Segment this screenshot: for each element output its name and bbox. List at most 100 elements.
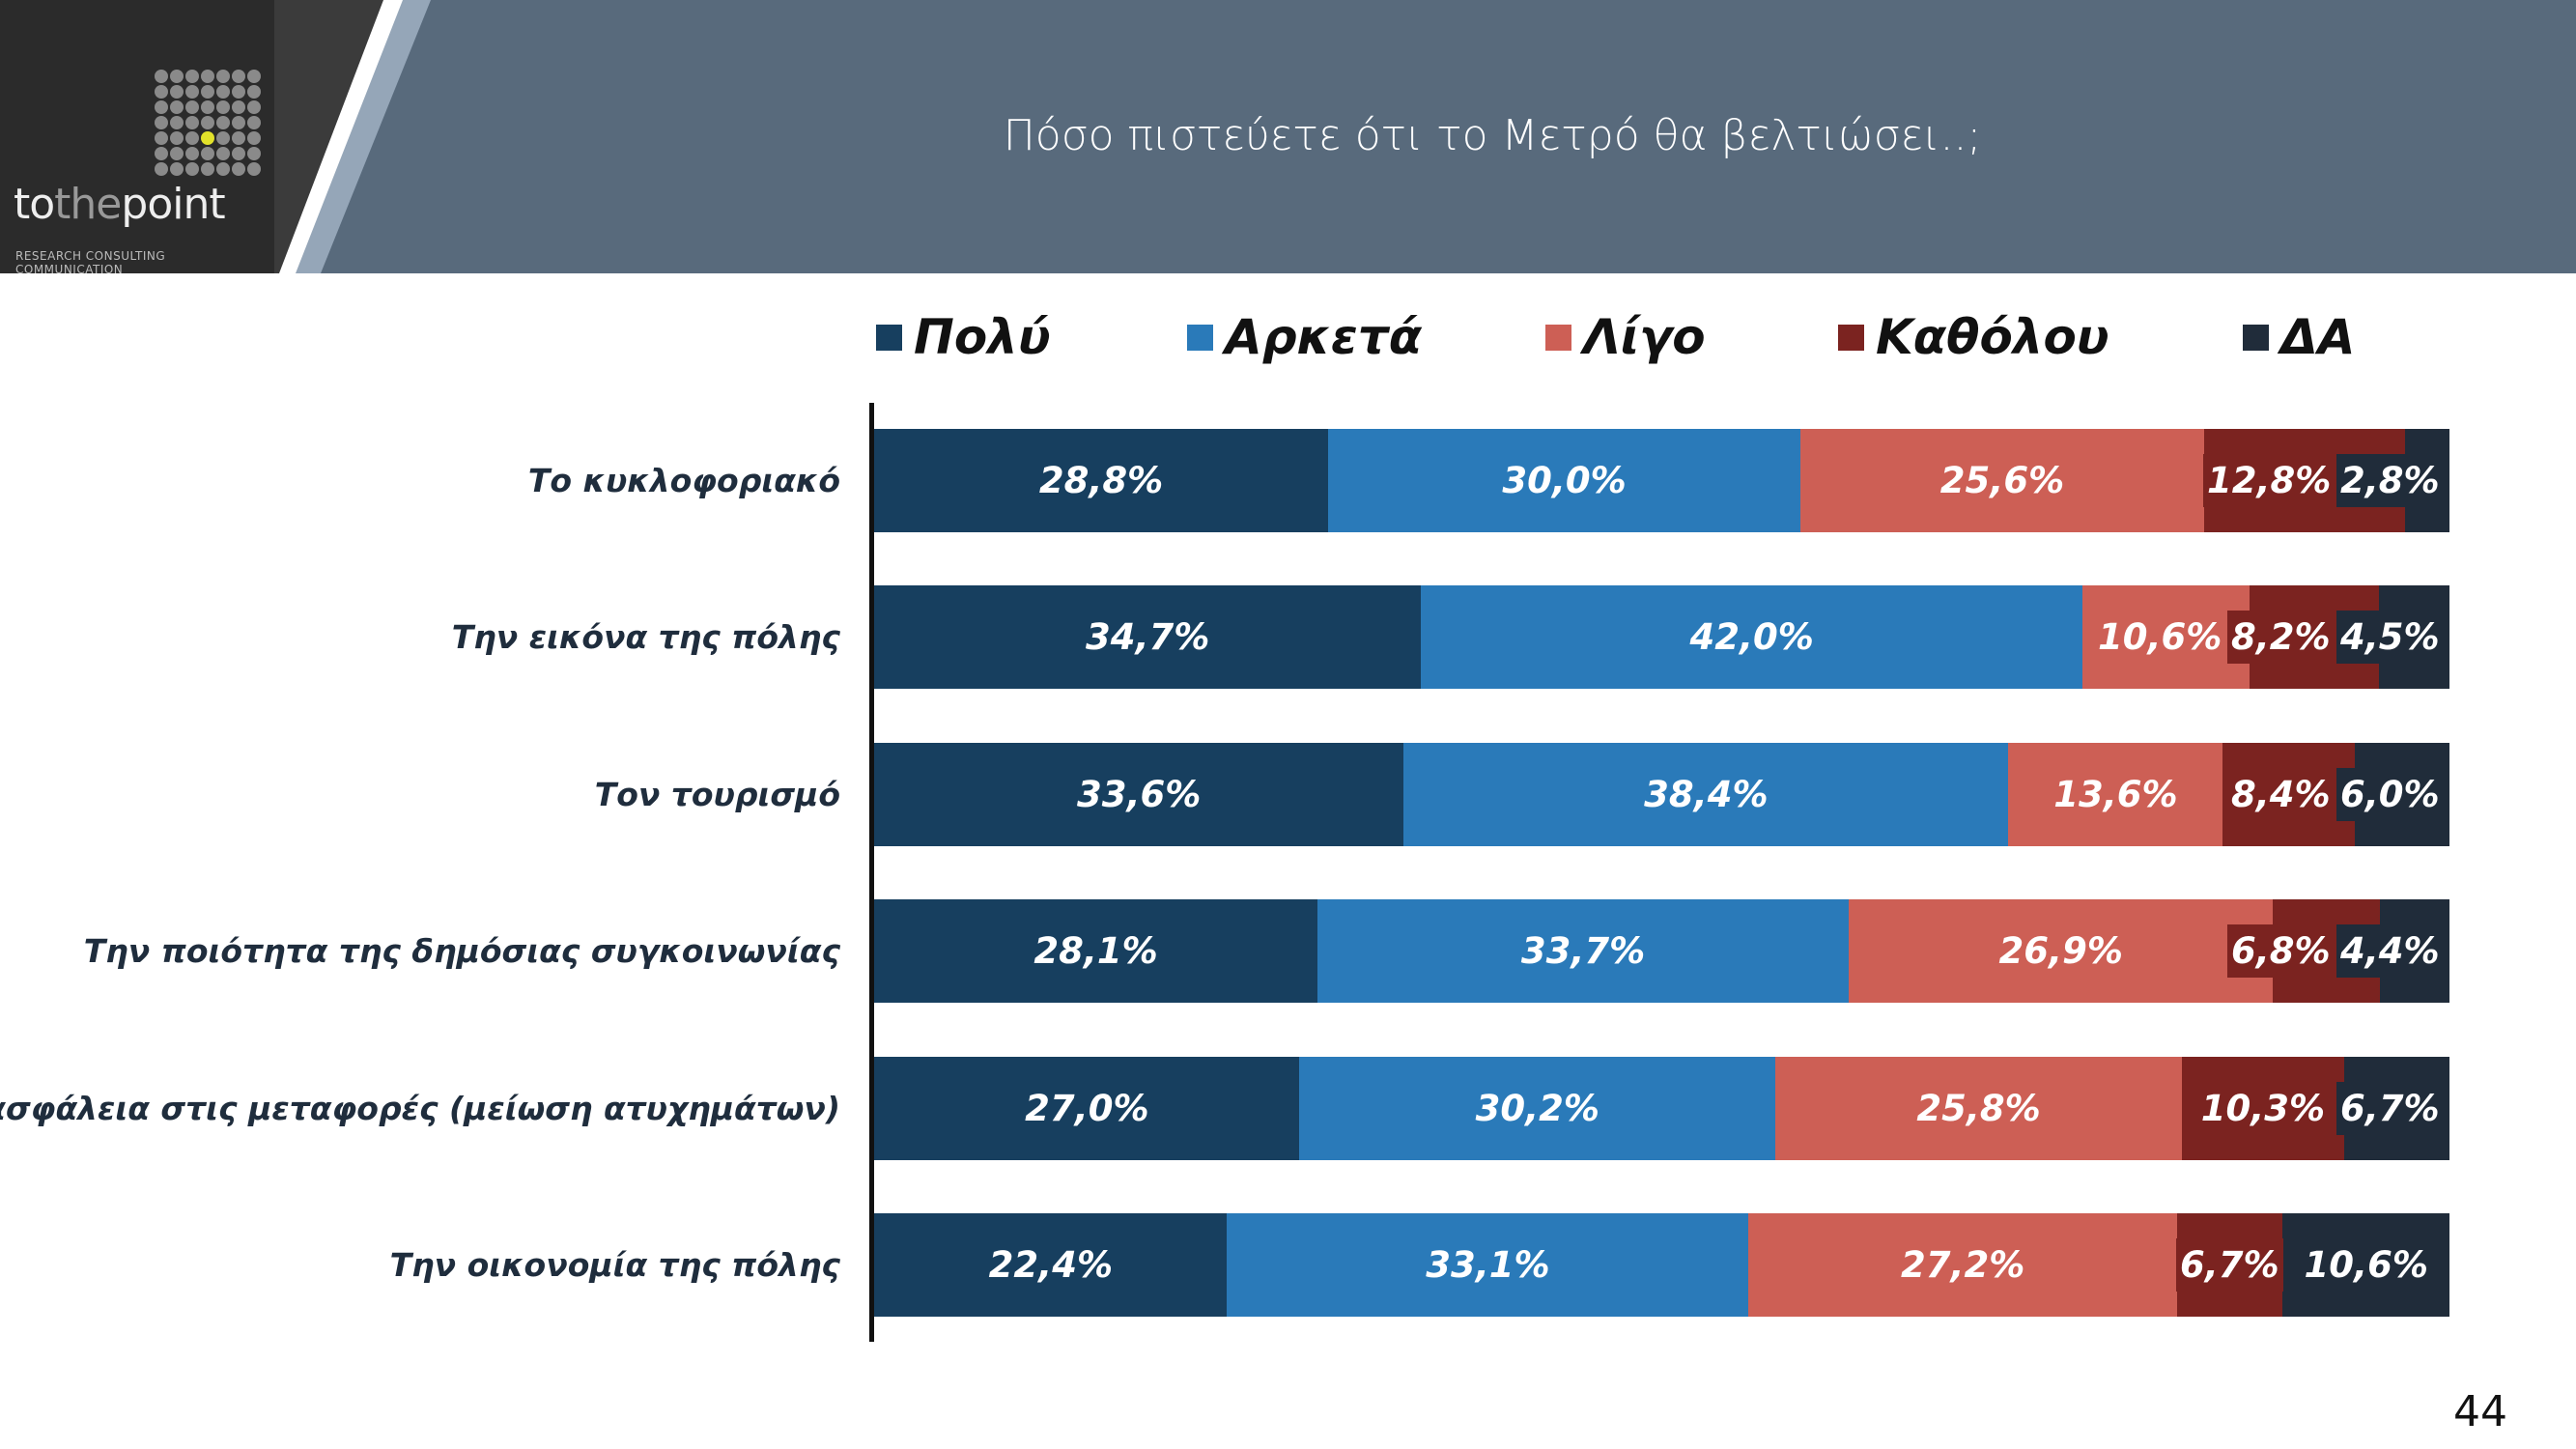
logo-dot: [170, 100, 184, 114]
logo-dot: [155, 147, 168, 160]
data-label: 28,1%: [1030, 924, 1162, 979]
data-label: 28,8%: [1034, 454, 1168, 507]
logo-highlight-dot: [201, 131, 214, 145]
data-label: 27,0%: [1021, 1081, 1153, 1135]
data-label: 6,8%: [2227, 924, 2335, 979]
logo-dot: [201, 70, 214, 83]
page-number: 44: [2453, 1387, 2507, 1436]
logo-dot: [247, 131, 261, 145]
logo-dot: [185, 147, 199, 160]
data-label: 42,0%: [1685, 611, 1818, 665]
logo-dot: [247, 116, 261, 129]
data-label: 25,8%: [1912, 1081, 2045, 1135]
slide-header: tothepoint RESEARCH CONSULTING COMMUNICA…: [0, 0, 2576, 276]
logo-dot: [170, 70, 184, 83]
logo-dot: [155, 162, 168, 176]
data-label: 33,6%: [1073, 767, 1205, 821]
y-axis-line: [869, 403, 874, 1342]
logo-dot: [216, 100, 230, 114]
slide-title: Πόσο πιστεύετε ότι το Μετρό θα βελτιώσει…: [1003, 111, 1982, 160]
logo-dot: [170, 162, 184, 176]
logo-dot: [201, 162, 214, 176]
logo-dot: [155, 70, 168, 83]
category-label: Την οικονομία της πόλης: [389, 1246, 840, 1284]
legend-swatch: [1187, 324, 1213, 351]
header-background: [274, 0, 2576, 273]
legend-swatch: [1838, 324, 1864, 351]
logo-dot: [201, 116, 214, 129]
logo-dot: [201, 85, 214, 99]
data-label: 6,7%: [2175, 1238, 2283, 1292]
data-label: 4,4%: [2336, 924, 2444, 979]
data-label: 13,6%: [2050, 767, 2182, 821]
category-label: Την ασφάλεια στις μεταφορές (μείωση ατυχ…: [0, 1089, 840, 1127]
logo-dot: [232, 116, 245, 129]
legend-swatch: [2243, 324, 2269, 351]
bar-row: 10,6% 6,7% 27,2% 33,1% 22,4%: [874, 1213, 2449, 1317]
category-label: Την εικόνα της πόλης: [451, 618, 840, 657]
logo-dot: [185, 70, 199, 83]
logo-tagline: RESEARCH CONSULTING COMMUNICATION: [15, 249, 166, 276]
data-label: 10,3%: [2196, 1081, 2330, 1135]
data-label: 8,4%: [2227, 767, 2335, 821]
bar-row: 6,7% 10,3% 25,8% 30,2% 27,0%: [874, 1056, 2449, 1160]
data-label: 22,4%: [984, 1238, 1118, 1292]
company-logo: tothepoint RESEARCH CONSULTING COMMUNICA…: [0, 0, 274, 276]
logo-dot: [170, 131, 184, 145]
legend-label: Πολύ: [914, 309, 1051, 365]
logo-dot: [155, 100, 168, 114]
logo-dot: [232, 100, 245, 114]
logo-dot: [216, 70, 230, 83]
legend-item: Καθόλου: [1838, 309, 2109, 365]
bar-row: 6,0% 8,4% 13,6% 38,4% 33,6%: [874, 742, 2449, 846]
legend-label: Λίγο: [1583, 309, 1706, 365]
logo-dot-grid: [155, 70, 261, 176]
category-label: Το κυκλοφοριακό: [527, 462, 840, 499]
data-label: 10,6%: [2300, 1238, 2432, 1292]
logo-wordmark: tothepoint: [14, 180, 226, 229]
data-label: 34,7%: [1081, 611, 1214, 665]
logo-dot: [216, 131, 230, 145]
logo-dot: [216, 162, 230, 176]
logo-dot: [155, 131, 168, 145]
data-label: 38,4%: [1640, 767, 1772, 821]
logo-dot: [201, 100, 214, 114]
data-label: 8,2%: [2227, 611, 2335, 665]
logo-dot: [216, 116, 230, 129]
legend-swatch: [1545, 324, 1571, 351]
logo-dot: [232, 147, 245, 160]
logo-dot: [232, 162, 245, 176]
legend-item: Λίγο: [1545, 309, 1706, 365]
logo-dot: [155, 116, 168, 129]
legend-label: ΔΑ: [2280, 309, 2356, 365]
data-label: 4,5%: [2336, 611, 2444, 665]
legend-swatch: [876, 324, 902, 351]
bar-row: 4,5% 8,2% 10,6% 42,0% 34,7%: [874, 585, 2449, 690]
data-label: 27,2%: [1897, 1238, 2029, 1292]
logo-dot: [247, 70, 261, 83]
logo-dot: [216, 85, 230, 99]
logo-dot: [232, 131, 245, 145]
logo-dot: [232, 70, 245, 83]
data-label: 6,7%: [2336, 1081, 2444, 1135]
logo-dot: [155, 85, 168, 99]
logo-dot: [185, 131, 199, 145]
logo-dot: [201, 147, 214, 160]
logo-dot: [185, 116, 199, 129]
logo-dot: [170, 147, 184, 160]
data-label: 25,6%: [1936, 454, 2069, 507]
legend-label: Αρκετά: [1225, 309, 1423, 365]
data-label: 2,8%: [2336, 454, 2444, 507]
category-label: Τον τουρισμό: [594, 775, 840, 813]
logo-dot: [216, 147, 230, 160]
logo-dot: [185, 162, 199, 176]
data-label: 30,2%: [1471, 1081, 1604, 1135]
logo-dot: [247, 85, 261, 99]
bar-row: 4,4% 6,8% 26,9% 33,7% 28,1%: [874, 899, 2449, 1004]
logo-dot: [247, 147, 261, 160]
logo-dot: [247, 162, 261, 176]
logo-dot: [232, 85, 245, 99]
data-label: 10,6%: [2094, 611, 2226, 665]
data-label: 6,0%: [2336, 767, 2444, 821]
legend-item: ΔΑ: [2243, 309, 2355, 365]
